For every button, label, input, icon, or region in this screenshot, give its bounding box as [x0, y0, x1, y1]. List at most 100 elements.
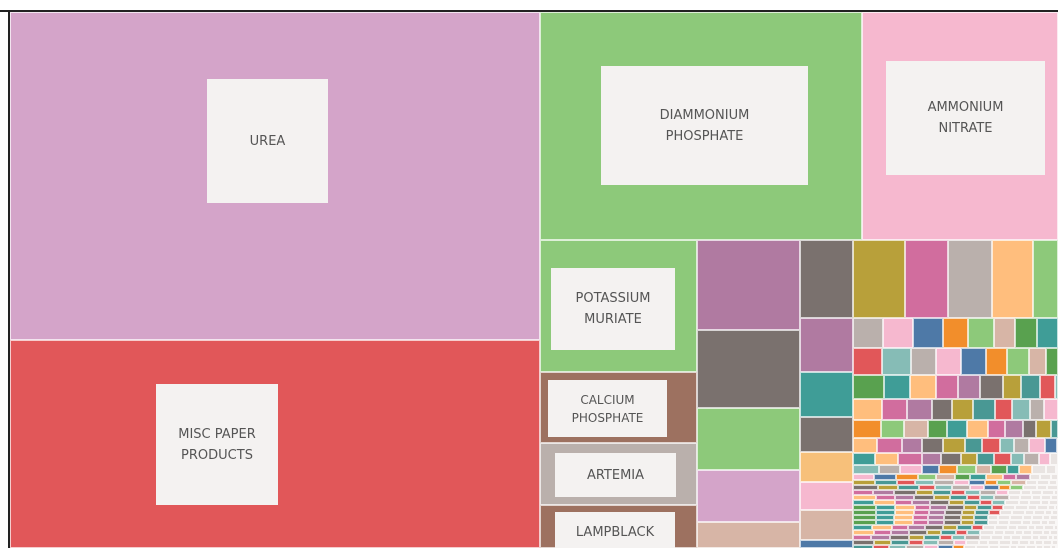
small-tile[interactable]	[977, 505, 992, 510]
small-tile[interactable]	[994, 530, 1004, 535]
small-tile[interactable]	[929, 510, 945, 515]
small-tile[interactable]	[919, 485, 935, 490]
small-tile[interactable]	[973, 399, 995, 420]
small-tile[interactable]	[941, 453, 961, 465]
small-tile[interactable]	[984, 485, 999, 490]
small-tile[interactable]	[1023, 420, 1036, 438]
small-tile[interactable]	[853, 240, 905, 318]
small-tile[interactable]	[906, 545, 924, 548]
small-tile[interactable]	[1039, 453, 1050, 465]
small-tile[interactable]	[932, 399, 952, 420]
small-tile[interactable]	[980, 375, 1003, 399]
small-tile[interactable]	[1014, 438, 1029, 453]
small-tile[interactable]	[871, 535, 890, 540]
small-tile[interactable]	[1039, 535, 1048, 540]
small-tile[interactable]	[936, 375, 958, 399]
small-tile[interactable]	[965, 490, 980, 495]
small-tile[interactable]	[1019, 465, 1032, 474]
small-tile[interactable]	[956, 530, 967, 535]
small-tile[interactable]	[928, 515, 944, 520]
small-tile[interactable]	[895, 495, 914, 500]
small-tile[interactable]	[872, 525, 892, 530]
small-tile[interactable]	[1011, 540, 1019, 545]
small-tile[interactable]	[965, 438, 982, 453]
small-tile[interactable]	[1009, 520, 1022, 525]
small-tile[interactable]	[1051, 420, 1058, 438]
small-tile[interactable]	[874, 540, 891, 545]
small-tile[interactable]	[944, 515, 961, 520]
small-tile[interactable]	[952, 485, 970, 490]
small-tile[interactable]	[853, 474, 874, 480]
small-tile[interactable]	[955, 474, 970, 480]
small-tile[interactable]	[1043, 540, 1052, 545]
small-tile[interactable]	[948, 240, 992, 318]
small-tile[interactable]	[1003, 375, 1021, 399]
small-tile[interactable]	[891, 530, 909, 535]
small-tile[interactable]	[897, 480, 915, 485]
small-tile[interactable]	[976, 465, 991, 474]
small-tile[interactable]	[853, 485, 878, 490]
small-tile[interactable]	[980, 495, 994, 500]
small-tile[interactable]	[930, 500, 949, 505]
small-tile[interactable]	[1041, 495, 1051, 500]
small-tile[interactable]	[882, 348, 911, 375]
small-tile[interactable]	[1017, 525, 1028, 530]
small-tile[interactable]	[853, 520, 876, 525]
small-tile[interactable]	[1040, 474, 1051, 480]
small-tile[interactable]	[1008, 490, 1021, 495]
small-tile[interactable]	[1044, 399, 1058, 420]
small-tile[interactable]	[895, 500, 912, 505]
small-tile[interactable]	[961, 520, 974, 525]
small-tile[interactable]	[1040, 375, 1055, 399]
small-tile[interactable]	[943, 525, 957, 530]
small-tile[interactable]	[1024, 453, 1039, 465]
small-tile[interactable]	[909, 535, 924, 540]
small-tile[interactable]	[965, 535, 980, 540]
small-tile[interactable]	[980, 530, 994, 535]
small-tile[interactable]	[902, 438, 922, 453]
small-tile[interactable]	[945, 510, 962, 515]
small-tile[interactable]	[876, 495, 895, 500]
small-tile[interactable]	[916, 490, 933, 495]
small-tile[interactable]	[853, 500, 874, 505]
small-tile[interactable]	[1046, 465, 1056, 474]
small-tile[interactable]	[934, 495, 950, 500]
small-tile[interactable]	[964, 500, 980, 505]
small-tile[interactable]	[1045, 510, 1052, 515]
small-tile[interactable]	[999, 540, 1011, 545]
small-tile[interactable]	[977, 453, 994, 465]
small-tile[interactable]	[877, 438, 902, 453]
small-tile[interactable]	[876, 510, 895, 515]
small-tile[interactable]	[924, 545, 938, 548]
small-tile[interactable]	[910, 375, 936, 399]
small-tile[interactable]	[1012, 510, 1025, 515]
small-tile[interactable]	[941, 530, 956, 535]
small-tile[interactable]	[1010, 515, 1023, 520]
small-tile[interactable]	[890, 535, 909, 540]
small-tile[interactable]	[1031, 490, 1042, 495]
small-tile[interactable]	[894, 520, 913, 525]
small-tile[interactable]	[1016, 474, 1030, 480]
small-tile[interactable]	[853, 530, 874, 535]
small-tile[interactable]	[1045, 438, 1057, 453]
small-tile[interactable]	[909, 540, 923, 545]
small-tile[interactable]	[995, 399, 1012, 420]
small-tile[interactable]	[853, 495, 876, 500]
small-tile[interactable]	[1048, 535, 1053, 540]
small-tile[interactable]	[958, 375, 980, 399]
small-tile[interactable]	[1015, 318, 1037, 348]
small-tile[interactable]	[925, 525, 943, 530]
small-tile[interactable]	[800, 510, 853, 540]
small-tile[interactable]	[947, 505, 964, 510]
tile[interactable]	[540, 12, 862, 240]
small-tile[interactable]	[961, 453, 977, 465]
small-tile[interactable]	[952, 399, 973, 420]
small-tile[interactable]	[876, 520, 894, 525]
small-tile[interactable]	[982, 438, 1000, 453]
small-tile[interactable]	[1026, 480, 1037, 485]
small-tile[interactable]	[992, 500, 1005, 505]
small-tile[interactable]	[884, 375, 910, 399]
small-tile[interactable]	[800, 240, 853, 318]
small-tile[interactable]	[1007, 348, 1029, 375]
small-tile[interactable]	[853, 420, 881, 438]
